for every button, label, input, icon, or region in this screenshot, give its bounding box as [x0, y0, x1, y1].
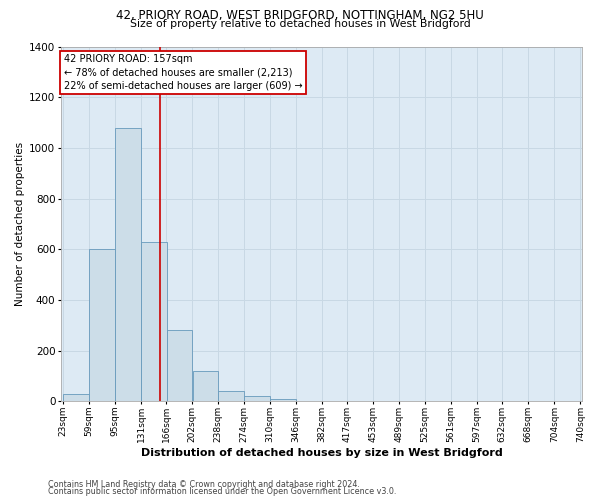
Y-axis label: Number of detached properties: Number of detached properties — [15, 142, 25, 306]
Bar — [296, 401, 322, 402]
Bar — [142, 242, 167, 402]
X-axis label: Distribution of detached houses by size in West Bridgford: Distribution of detached houses by size … — [141, 448, 503, 458]
Bar — [271, 399, 296, 402]
Bar — [244, 396, 270, 402]
Text: 42, PRIORY ROAD, WEST BRIDGFORD, NOTTINGHAM, NG2 5HU: 42, PRIORY ROAD, WEST BRIDGFORD, NOTTING… — [116, 9, 484, 22]
Text: Size of property relative to detached houses in West Bridgford: Size of property relative to detached ho… — [130, 19, 470, 29]
Bar — [64, 394, 89, 402]
Bar — [193, 371, 218, 402]
Bar — [218, 392, 244, 402]
Text: 42 PRIORY ROAD: 157sqm
← 78% of detached houses are smaller (2,213)
22% of semi-: 42 PRIORY ROAD: 157sqm ← 78% of detached… — [64, 54, 302, 90]
Text: Contains HM Land Registry data © Crown copyright and database right 2024.: Contains HM Land Registry data © Crown c… — [48, 480, 360, 489]
Bar — [89, 250, 115, 402]
Text: Contains public sector information licensed under the Open Government Licence v3: Contains public sector information licen… — [48, 488, 397, 496]
Bar — [167, 330, 192, 402]
Bar — [115, 128, 141, 402]
